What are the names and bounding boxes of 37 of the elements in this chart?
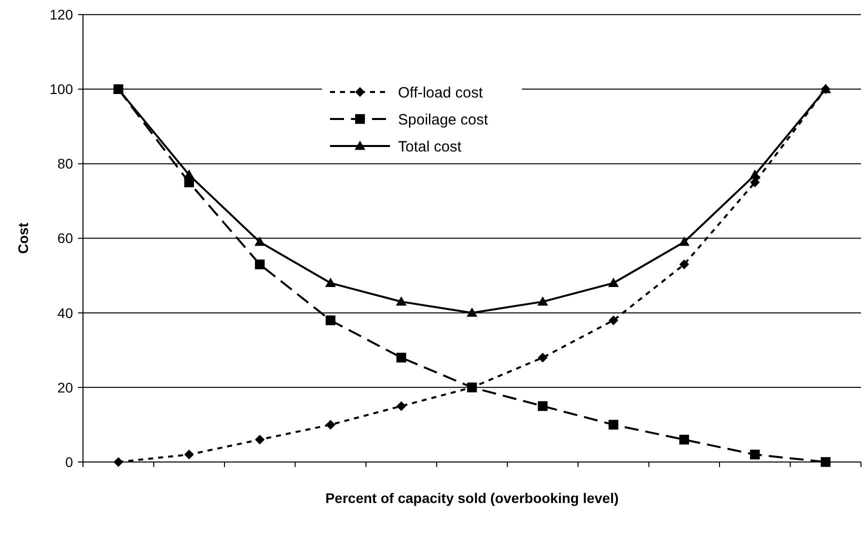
point — [678, 236, 690, 246]
y-tick-label: 100 — [50, 81, 74, 98]
point — [538, 352, 548, 362]
point — [396, 296, 407, 306]
point — [820, 457, 831, 467]
point — [184, 178, 194, 188]
legend-label: Total cost — [398, 138, 462, 156]
point — [184, 450, 194, 460]
y-axis-title: Cost — [15, 222, 31, 254]
point — [326, 420, 336, 430]
point — [326, 315, 336, 326]
point — [608, 420, 618, 430]
point — [679, 260, 690, 270]
point — [254, 236, 266, 246]
y-tick-label: 60 — [57, 230, 74, 246]
point — [750, 170, 760, 179]
point — [396, 352, 406, 362]
y-tick-label: 20 — [57, 379, 74, 396]
x-axis-title: Percent of capacity sold (overbooking level) — [325, 490, 619, 506]
point — [679, 434, 690, 445]
legend-label: Off-load cost — [398, 84, 484, 102]
y-tick-label: 80 — [57, 156, 74, 172]
point — [396, 401, 406, 411]
y-tick-label: 120 — [50, 6, 74, 22]
y-tick-label: 0 — [65, 454, 74, 470]
point — [254, 260, 265, 270]
point — [325, 278, 336, 287]
point — [750, 178, 760, 188]
point — [537, 296, 548, 306]
point — [466, 308, 478, 317]
point — [608, 278, 619, 287]
y-tick-label: 40 — [57, 304, 74, 321]
point — [608, 315, 618, 326]
legend-label: Spoilage cost — [398, 111, 489, 128]
point — [750, 450, 760, 460]
point — [538, 401, 548, 411]
point — [254, 434, 265, 445]
